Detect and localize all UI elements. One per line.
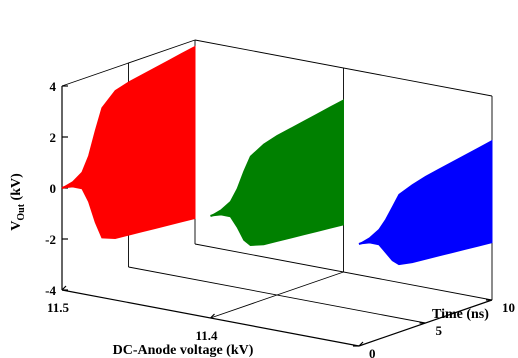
y-tick-label: 2: [50, 130, 57, 145]
axis-frame: [61, 85, 493, 347]
series-envelope-3: [358, 139, 493, 266]
x-axis-title: DC-Anode voltage (kV): [113, 343, 254, 358]
y-tick-label: 4: [50, 79, 57, 94]
series-baseline-3: [358, 237, 376, 245]
y-tick-label: 0: [50, 181, 57, 196]
tick-labels: 420-2-411.511.411.30510: [45, 79, 515, 358]
z-tick-label: 0: [369, 346, 376, 358]
floor-grid-t: [128, 266, 426, 324]
series-envelope-1: [61, 45, 196, 240]
series-baseline-1: [61, 181, 79, 189]
axis-titles: VOut (kV) DC-Anode voltage (kV) Time (ns…: [9, 173, 489, 358]
x-tick-label: 11.4: [195, 328, 218, 343]
series-group: [61, 45, 493, 266]
floor-back-edge: [194, 243, 493, 301]
x-tick-label: 11.5: [47, 300, 70, 315]
x-tick-mark: [210, 313, 215, 319]
y-tick-label: -2: [45, 232, 56, 247]
z-tick-label: 10: [502, 300, 515, 315]
y-axis-title: VOut (kV): [9, 173, 27, 231]
series-envelope-2: [210, 99, 344, 247]
x-tick-label: 11.3: [344, 356, 367, 358]
y-tick-label: -4: [45, 283, 56, 298]
z-axis-title: Time (ns): [432, 307, 489, 322]
z-tick-label: 5: [436, 323, 443, 338]
x-tick-mark: [358, 341, 364, 347]
x-tick-mark: [61, 285, 67, 291]
series-baseline-2: [210, 209, 227, 217]
